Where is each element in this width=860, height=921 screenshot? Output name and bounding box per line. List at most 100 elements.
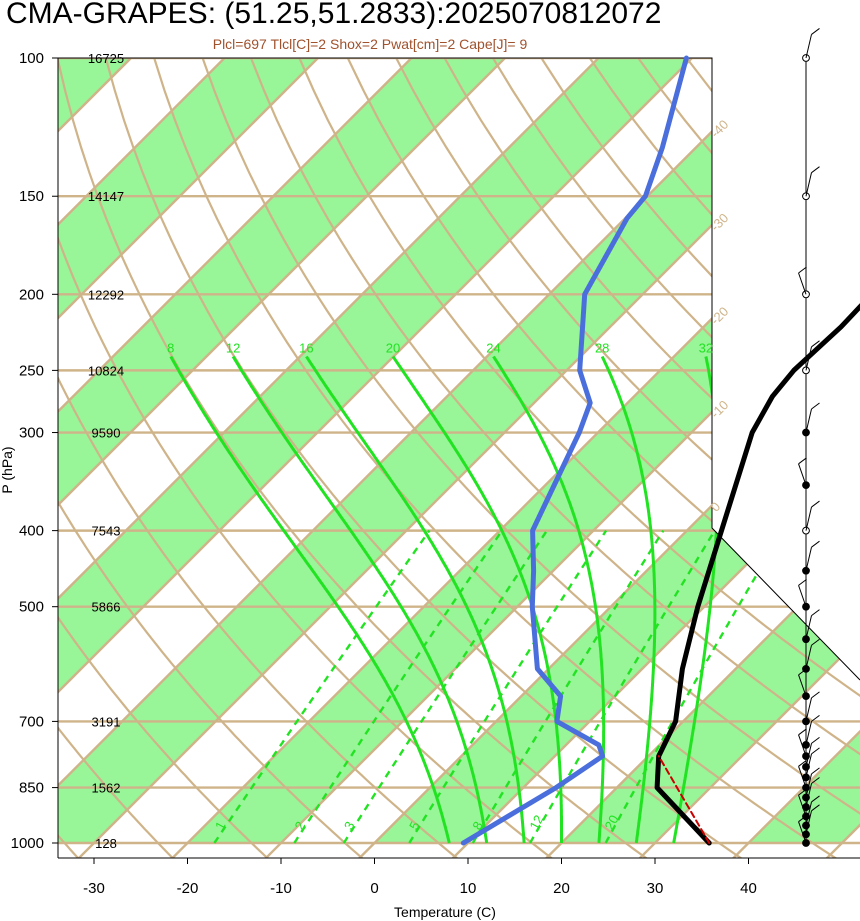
- y-tick-label: 400: [19, 523, 44, 540]
- isotherm-line: [58, 58, 600, 858]
- moist-adiabat-label: 8: [167, 341, 174, 356]
- wind-barb: [805, 645, 812, 669]
- moist-adiabat: [231, 355, 489, 844]
- moist-adiabat-label: 20: [386, 341, 400, 356]
- height-label: 10824: [88, 363, 124, 378]
- dry-adiabat: [249, 58, 860, 858]
- y-tick-label: 500: [19, 599, 44, 616]
- moist-adiabat: [492, 355, 606, 844]
- x-tick-label: -20: [177, 880, 199, 897]
- x-tick-label: 20: [553, 880, 570, 897]
- mixing-ratio-label: 12: [526, 812, 546, 832]
- x-tick-label: 0: [370, 880, 378, 897]
- moist-adiabat-label: 28: [595, 341, 609, 356]
- dry-adiabat: [395, 58, 860, 858]
- wind-barb-flag: [811, 540, 820, 548]
- y-tick-label: 250: [19, 362, 44, 379]
- wind-barb: [805, 346, 812, 371]
- y-tick-label: 100: [19, 50, 44, 67]
- mixing-ratio-line: [471, 529, 665, 844]
- mixing-ratio-line: [604, 529, 784, 844]
- x-tick-label: 30: [647, 880, 664, 897]
- isotherm-band: [561, 58, 860, 843]
- wind-barb: [798, 821, 807, 844]
- mixing-ratio-label: 20: [602, 812, 622, 832]
- wind-barb-flag: [798, 728, 807, 736]
- isotherm-line: [58, 58, 413, 858]
- wind-barb: [805, 810, 812, 835]
- dry-adiabat: [298, 58, 860, 858]
- isotherm-band: [58, 58, 505, 843]
- wind-barb-flag: [811, 340, 820, 348]
- height-label: 3191: [92, 714, 121, 729]
- mixing-ratio-line: [213, 529, 431, 844]
- y-tick-label: 300: [19, 425, 44, 442]
- temperature-line: [654, 303, 860, 846]
- height-label: 14147: [88, 189, 124, 204]
- wind-barb-flag: [811, 736, 820, 744]
- mixing-ratio-line: [342, 529, 548, 844]
- chart-title: CMA-GRAPES: (51.25,51.2833):202507081207…: [6, 0, 662, 30]
- dry-adiabat: [443, 58, 860, 858]
- dry-adiabat: [58, 58, 365, 858]
- wind-barb-flag: [798, 457, 807, 465]
- mixing-ratio-line: [408, 529, 608, 844]
- wind-barb: [805, 506, 812, 531]
- wind-barb: [805, 547, 812, 571]
- wind-barb-flag: [811, 747, 820, 755]
- isotherm-line: [58, 58, 506, 858]
- dry-adiabat: [58, 58, 270, 858]
- isotherm-band: [58, 58, 860, 843]
- wind-barb: [805, 34, 812, 59]
- wind-barb: [798, 272, 807, 295]
- wind-barb-flag: [811, 28, 820, 35]
- diagram-background: [58, 58, 860, 858]
- moist-adiabat: [600, 355, 657, 844]
- isotherm-line: [58, 58, 226, 858]
- wind-barb: [805, 408, 812, 433]
- y-tick-label: 700: [19, 713, 44, 730]
- dry-adiabat: [58, 58, 460, 858]
- y-axis-title: P (hPa): [0, 446, 15, 493]
- wind-barb: [798, 463, 807, 486]
- wind-barb: [805, 172, 812, 197]
- mixing-ratio-label: 3: [341, 819, 358, 832]
- wind-barb-flag: [811, 804, 820, 812]
- wind-barb-flag: [811, 402, 820, 410]
- dry-adiabat: [782, 58, 860, 858]
- wind-barb-flag: [811, 767, 820, 775]
- x-tick-label: 40: [740, 880, 757, 897]
- isotherm-band: [58, 58, 318, 843]
- isotherm-line: [263, 58, 860, 858]
- moist-adiabat-label: 16: [299, 341, 313, 356]
- x-tick-label: -10: [270, 880, 292, 897]
- moist-adiabat-label: 24: [486, 341, 500, 356]
- isotherm-line: [58, 58, 787, 858]
- wind-level-marker: [802, 192, 810, 201]
- dewpoint-line: [460, 55, 689, 846]
- mixing-ratio-line: [293, 529, 503, 844]
- parcel-line: [657, 755, 711, 844]
- wind-barb-flag: [811, 795, 820, 803]
- wind-barb: [805, 697, 812, 722]
- y-tick-label: 200: [19, 286, 44, 303]
- wind-barb: [798, 794, 807, 817]
- height-label: 5866: [92, 600, 121, 615]
- wind-barb: [798, 674, 807, 697]
- wind-barb: [798, 585, 807, 607]
- wind-barb-flag: [811, 638, 820, 646]
- moist-adiabat-label: 32: [699, 341, 713, 356]
- height-label: 7543: [92, 524, 121, 539]
- wind-barb: [805, 615, 812, 640]
- isotherm-line: [544, 58, 860, 858]
- plot-border: [57, 57, 860, 858]
- isotherm-line: [58, 58, 693, 858]
- wind-barb-flag: [798, 578, 807, 586]
- height-label: 128: [95, 836, 117, 851]
- wind-barb-flag: [811, 166, 820, 174]
- y-tick-label: 1000: [11, 835, 44, 852]
- wind-barb-flag: [811, 691, 820, 699]
- mixing-ratio-line: [529, 529, 716, 844]
- x-tick-label: -30: [83, 880, 105, 897]
